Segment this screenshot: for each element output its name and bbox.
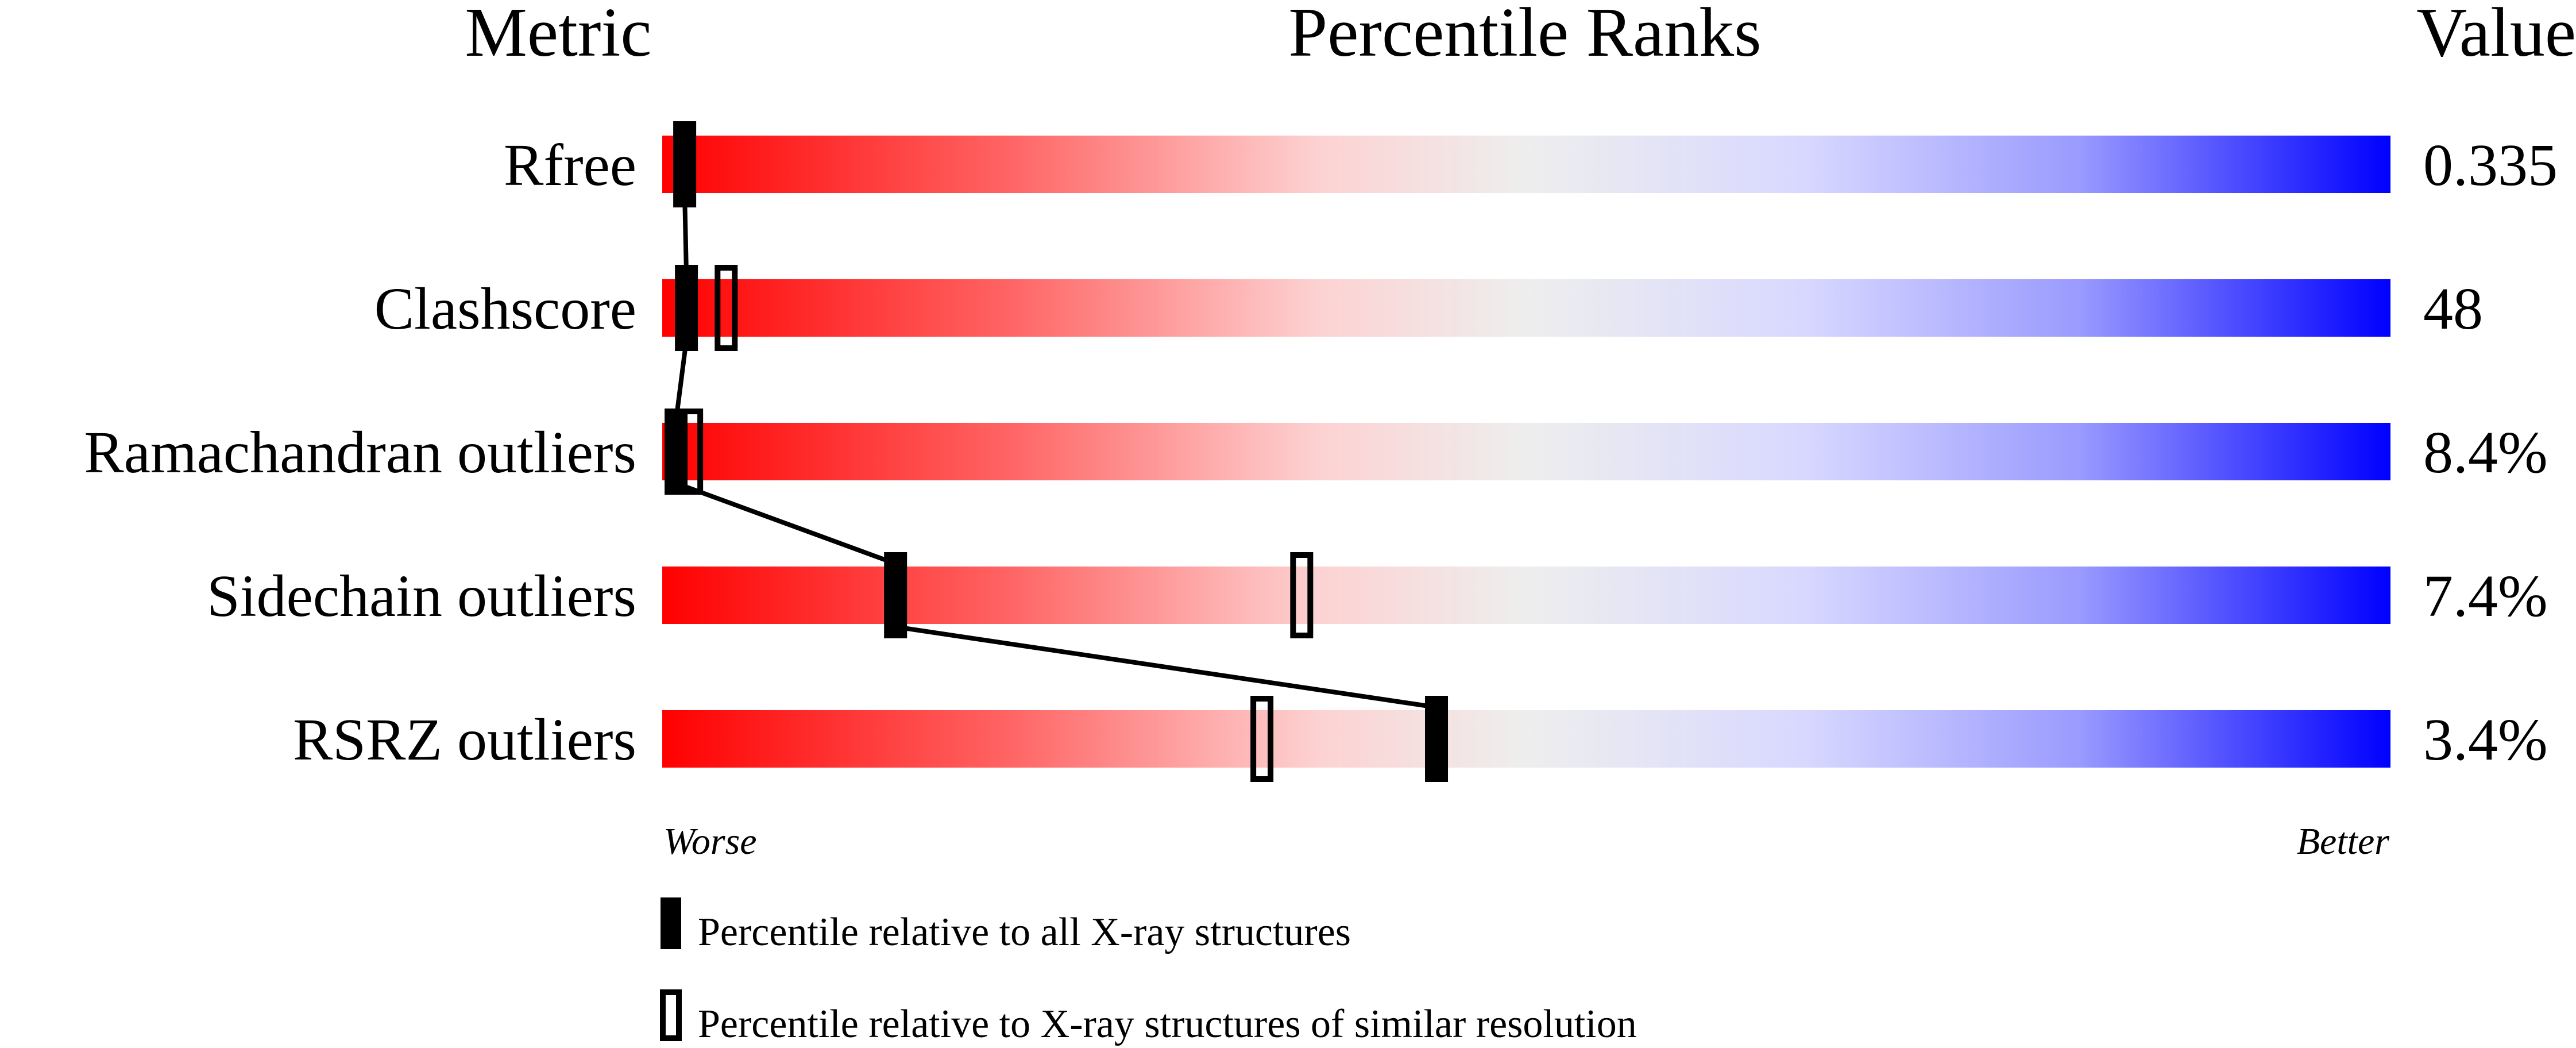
- percentile-bar: [662, 423, 2390, 480]
- marker-all-structures: [675, 265, 698, 351]
- marker-all-structures: [673, 121, 697, 207]
- percentile-bar: [662, 279, 2390, 337]
- marker-similar-resolution: [1250, 696, 1274, 782]
- worse-label: Worse: [663, 820, 757, 862]
- marker-all-structures: [1425, 696, 1449, 782]
- connector-line: [674, 339, 689, 421]
- legend-open-marker: [660, 989, 682, 1041]
- connector-line: [682, 195, 689, 277]
- marker-similar-resolution: [715, 265, 738, 351]
- connector-line: [895, 625, 1437, 710]
- header-value: Value: [2416, 0, 2576, 71]
- metric-label: Sidechain outliers: [207, 563, 636, 629]
- metric-value: 3.4%: [2423, 707, 2548, 773]
- legend-similar-label: Percentile relative to X-ray structures …: [698, 1002, 1637, 1046]
- metric-label: Rfree: [504, 132, 636, 198]
- header-percentile-ranks: Percentile Ranks: [1288, 0, 1761, 71]
- percentile-bar: [662, 567, 2390, 624]
- better-label: Better: [2297, 820, 2390, 862]
- percentile-bar: [662, 710, 2390, 768]
- metric-label: RSRZ outliers: [293, 707, 636, 773]
- header-metric: Metric: [465, 0, 651, 71]
- percentile-bar: [662, 136, 2390, 193]
- metric-value: 8.4%: [2423, 419, 2548, 486]
- marker-all-structures: [884, 552, 907, 638]
- metric-value: 0.335: [2423, 132, 2558, 198]
- metric-value: 7.4%: [2423, 563, 2548, 629]
- metric-label: Clashscore: [374, 276, 636, 342]
- metric-label: Ramachandran outliers: [84, 419, 636, 486]
- legend-filled-marker: [661, 897, 681, 949]
- connector-line: [675, 481, 897, 566]
- legend-all-label: Percentile relative to all X-ray structu…: [698, 910, 1351, 954]
- marker-similar-resolution: [1290, 552, 1314, 638]
- marker-all-structures: [665, 409, 688, 495]
- metric-value: 48: [2423, 276, 2483, 342]
